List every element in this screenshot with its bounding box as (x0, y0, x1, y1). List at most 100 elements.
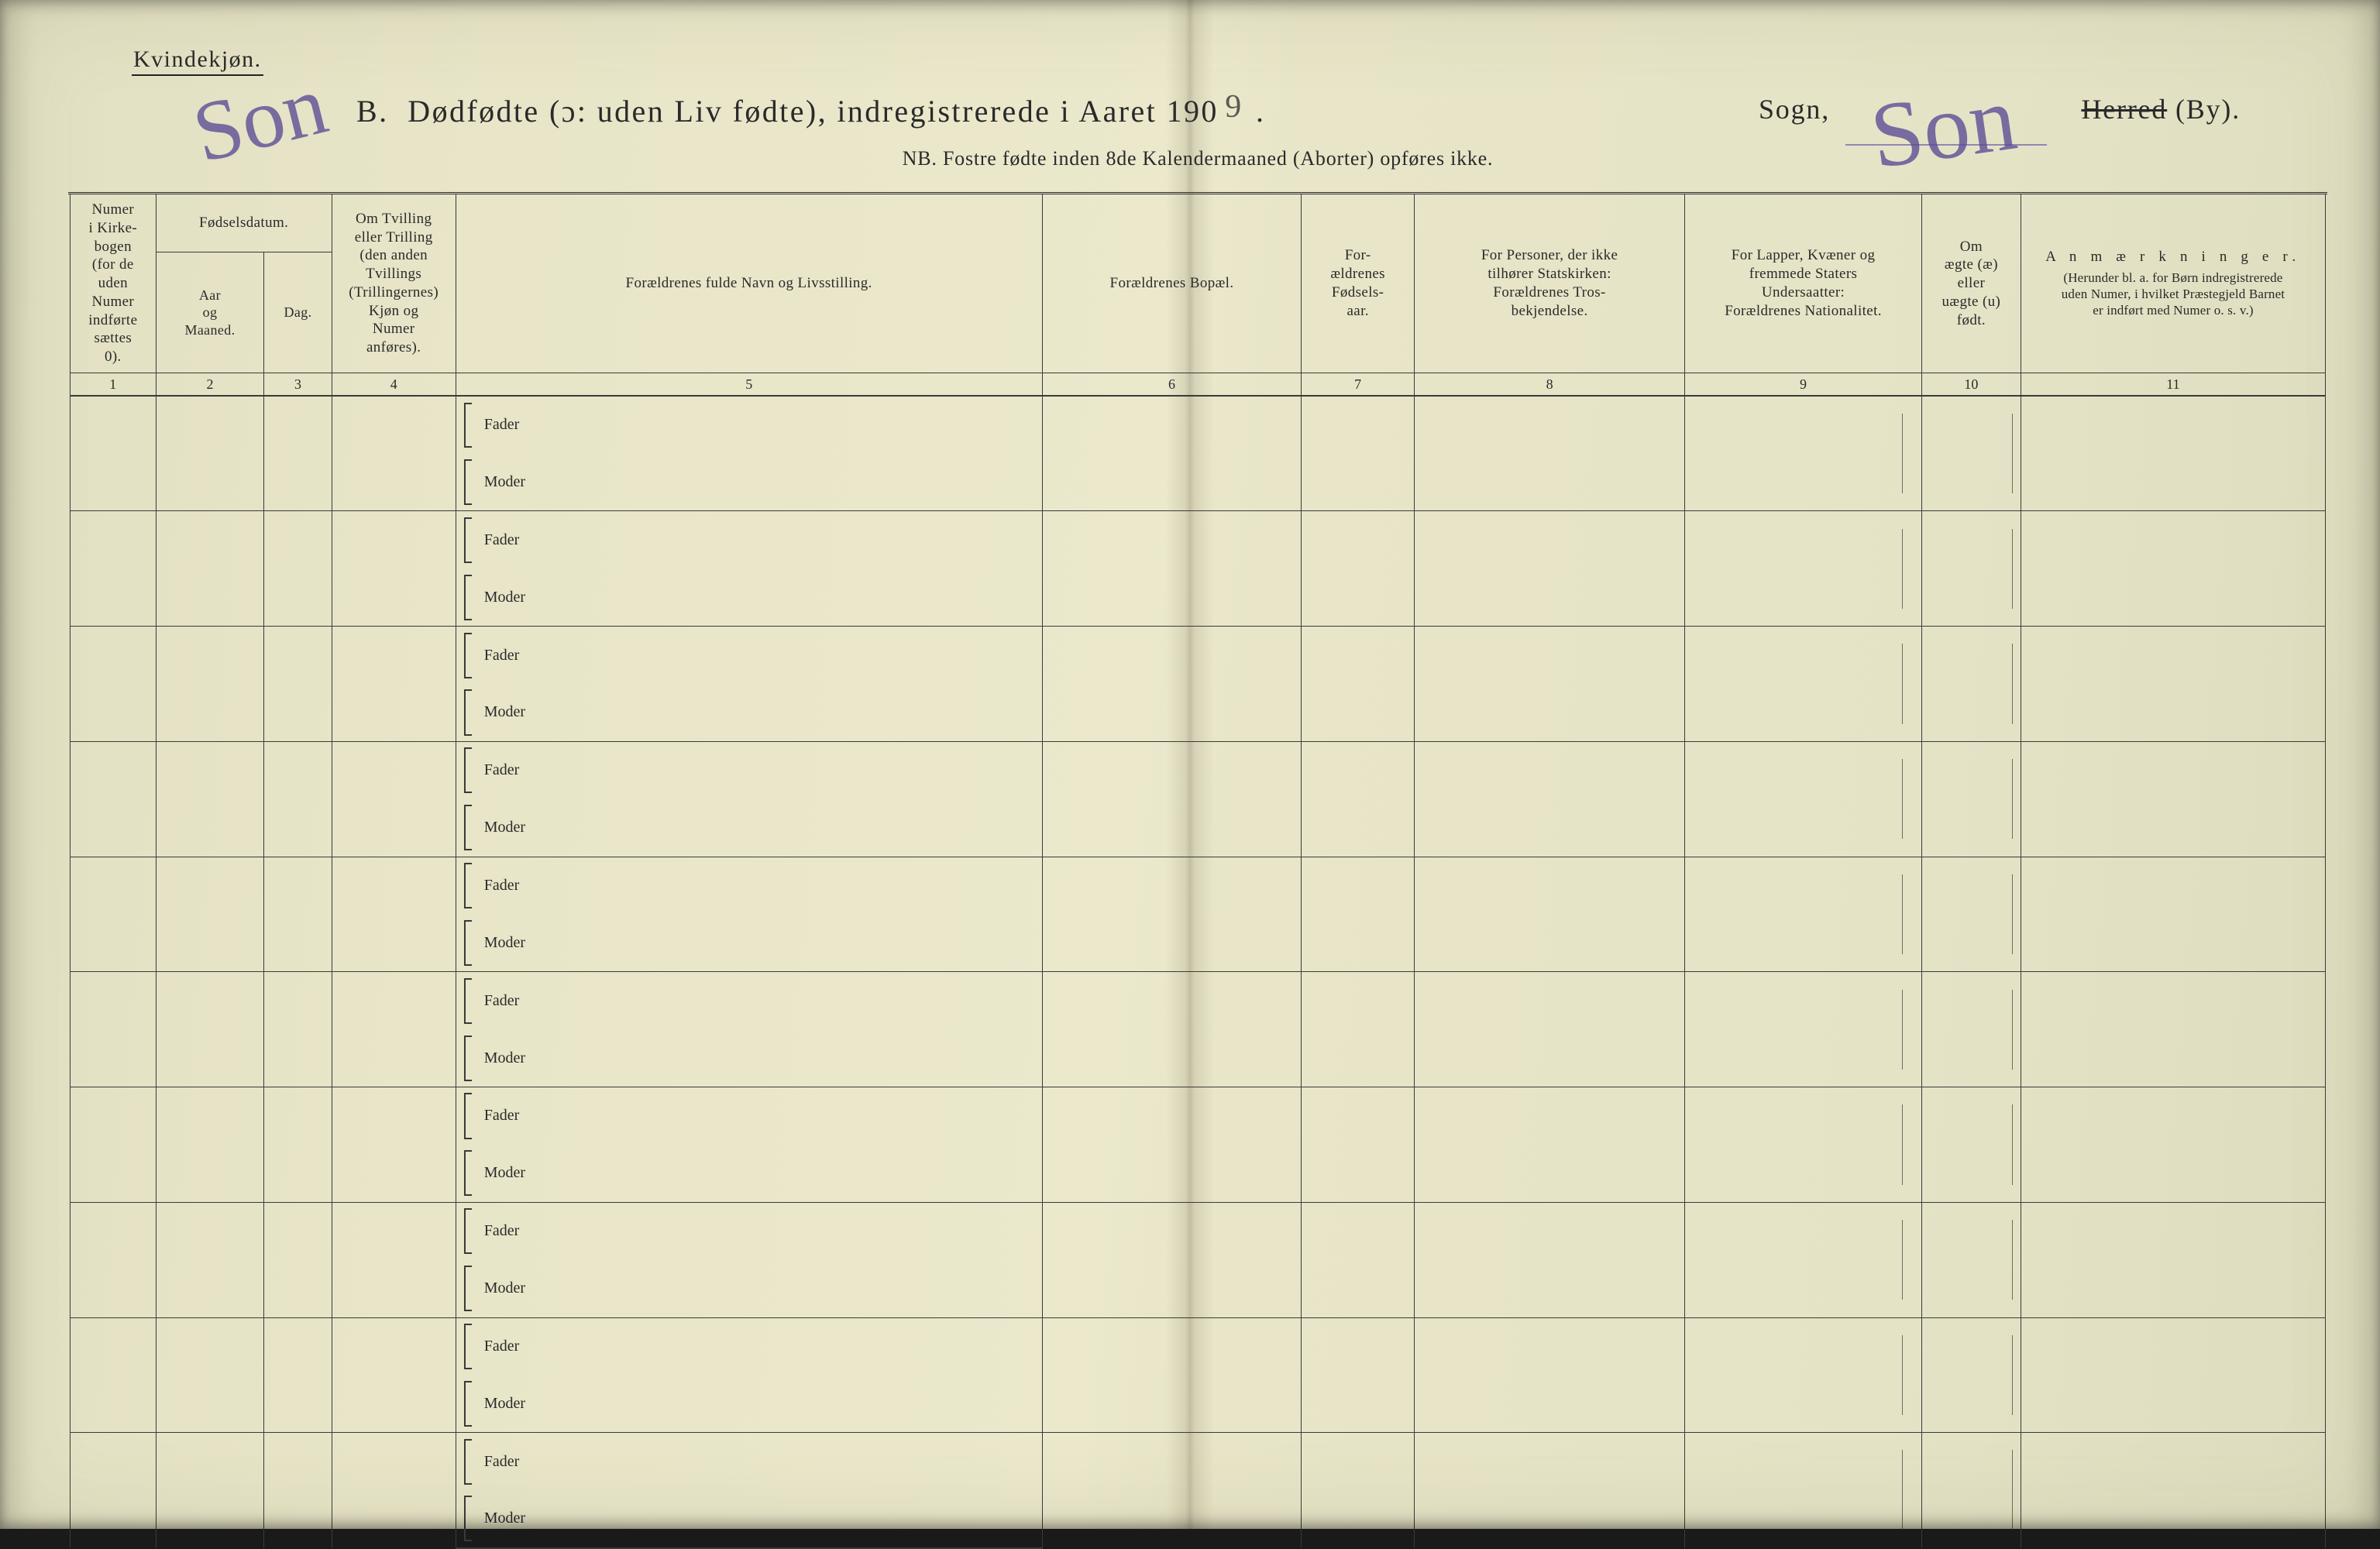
table-row: Fader (71, 1317, 2326, 1375)
cell-empty (1921, 741, 2021, 857)
fader-text: Fader (484, 531, 520, 548)
col-number-9: 9 (1685, 373, 1922, 396)
cell-empty (1921, 627, 2021, 742)
col-number-4: 4 (332, 373, 456, 396)
cell-empty (332, 1202, 456, 1317)
cell-empty (332, 1317, 456, 1433)
cell-empty (1685, 511, 1922, 627)
nb-note: NB. Fostre fødte inden 8de Kalendermaane… (70, 147, 2326, 170)
cell-empty (156, 396, 264, 511)
cell-fader-label: Fader (456, 741, 1042, 799)
cell-empty (264, 741, 332, 857)
cell-fader-label: Fader (456, 627, 1042, 684)
cell-empty (1414, 857, 1684, 972)
col-8-header: For Personer, der ikketilhører Statskirk… (1414, 194, 1684, 373)
cell-empty (1921, 857, 2021, 972)
cell-fader-label: Fader (456, 396, 1042, 453)
cell-empty (1414, 1087, 1684, 1203)
cell-empty (71, 1087, 156, 1203)
cell-empty (264, 972, 332, 1087)
col-number-2: 2 (156, 373, 264, 396)
cell-empty (1921, 1317, 2021, 1433)
cell-moder-label: Moder (456, 799, 1042, 857)
moder-text: Moder (484, 1164, 525, 1181)
col-5-header: Forældrenes fulde Navn og Livsstilling. (456, 194, 1042, 373)
cell-fader-label: Fader (456, 511, 1042, 568)
cell-empty (156, 972, 264, 1087)
col-9-header: For Lapper, Kvæner ogfremmede StatersUnd… (1685, 194, 1922, 373)
cell-empty (264, 1433, 332, 1548)
col-6-header: Forældrenes Bopæl. (1042, 194, 1302, 373)
table-row: Fader (71, 741, 2326, 799)
cell-empty (332, 511, 456, 627)
cell-empty (1921, 511, 2021, 627)
table-row: Fader (71, 627, 2326, 684)
fader-text: Fader (484, 1453, 520, 1470)
cell-moder-label: Moder (456, 1029, 1042, 1087)
cell-empty (332, 857, 456, 972)
ledger-page: Kvindekjøn. Son Son B. Dødfødte (ɔ: uden… (0, 0, 2380, 1529)
cell-fader-label: Fader (456, 1433, 1042, 1490)
column-number-row: 1234567891011 (71, 373, 2326, 396)
cell-empty (1685, 1433, 1922, 1548)
col-11-title: A n m æ r k n i n g e r. (2026, 248, 2320, 266)
col-number-1: 1 (71, 373, 156, 396)
table-row: Fader (71, 1087, 2326, 1145)
col-2-top-header: Fødselsdatum. (156, 194, 332, 252)
cell-fader-label: Fader (456, 972, 1042, 1029)
cell-empty (71, 627, 156, 742)
cell-empty (2021, 972, 2325, 1087)
cell-empty (1042, 1087, 1302, 1203)
cell-empty (2021, 857, 2325, 972)
cell-empty (1921, 972, 2021, 1087)
herred-suffix: (By). (2175, 94, 2241, 125)
content-area: Kvindekjøn. Son Son B. Dødfødte (ɔ: uden… (70, 39, 2326, 1467)
cell-empty (156, 511, 264, 627)
cell-empty (1414, 396, 1684, 511)
cell-empty (156, 1202, 264, 1317)
table-row: Fader (71, 857, 2326, 914)
cell-empty (332, 627, 456, 742)
cell-empty (1302, 1202, 1415, 1317)
cell-empty (2021, 1317, 2325, 1433)
cell-empty (1685, 741, 1922, 857)
cell-empty (1685, 857, 1922, 972)
cell-empty (2021, 1433, 2325, 1548)
col-11-header: A n m æ r k n i n g e r. (Herunder bl. a… (2021, 194, 2325, 373)
fader-text: Fader (484, 1222, 520, 1239)
cell-empty (1042, 1202, 1302, 1317)
cell-empty (1302, 857, 1415, 972)
moder-text: Moder (484, 473, 525, 490)
cell-fader-label: Fader (456, 1202, 1042, 1259)
col-number-3: 3 (264, 373, 332, 396)
cell-empty (1302, 511, 1415, 627)
cell-empty (1302, 1433, 1415, 1548)
cell-empty (2021, 396, 2325, 511)
col-number-10: 10 (1921, 373, 2021, 396)
cell-empty (2021, 741, 2325, 857)
cell-empty (71, 1202, 156, 1317)
cell-empty (71, 857, 156, 972)
cell-empty (71, 1317, 156, 1433)
cell-empty (1685, 1317, 1922, 1433)
table-row: Fader (71, 1433, 2326, 1490)
col-1-header: Numeri Kirke-bogen(for deudenNumerindfør… (71, 194, 156, 373)
col-number-5: 5 (456, 373, 1042, 396)
cell-empty (71, 1433, 156, 1548)
cell-empty (264, 627, 332, 742)
cell-fader-label: Fader (456, 1317, 1042, 1375)
col-2a-header: AarogMaaned. (156, 252, 264, 373)
cell-empty (1414, 1202, 1684, 1317)
cell-empty (1042, 972, 1302, 1087)
cell-empty (1302, 741, 1415, 857)
fader-text: Fader (484, 761, 520, 778)
fader-text: Fader (484, 647, 520, 664)
cell-empty (1685, 1202, 1922, 1317)
sogn-label: Sogn, (1759, 93, 1830, 125)
cell-empty (1302, 396, 1415, 511)
cell-moder-label: Moder (456, 1490, 1042, 1547)
cell-moder-label: Moder (456, 1145, 1042, 1202)
table-body: FaderModerFaderModerFaderModerFaderModer… (71, 396, 2326, 1547)
col-11-sub: (Herunder bl. a. for Børn indregistrered… (2026, 270, 2320, 319)
moder-text: Moder (484, 703, 525, 720)
